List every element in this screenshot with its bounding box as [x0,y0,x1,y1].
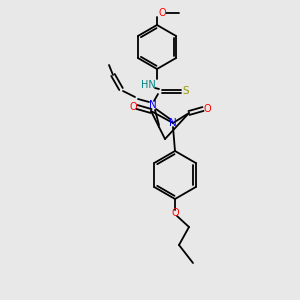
Text: O: O [171,208,179,218]
Text: O: O [158,8,166,18]
Text: N: N [149,100,157,110]
Text: HN: HN [141,80,155,90]
Text: O: O [129,102,137,112]
Text: O: O [203,104,211,114]
Text: S: S [183,86,189,96]
Text: N: N [169,118,177,128]
